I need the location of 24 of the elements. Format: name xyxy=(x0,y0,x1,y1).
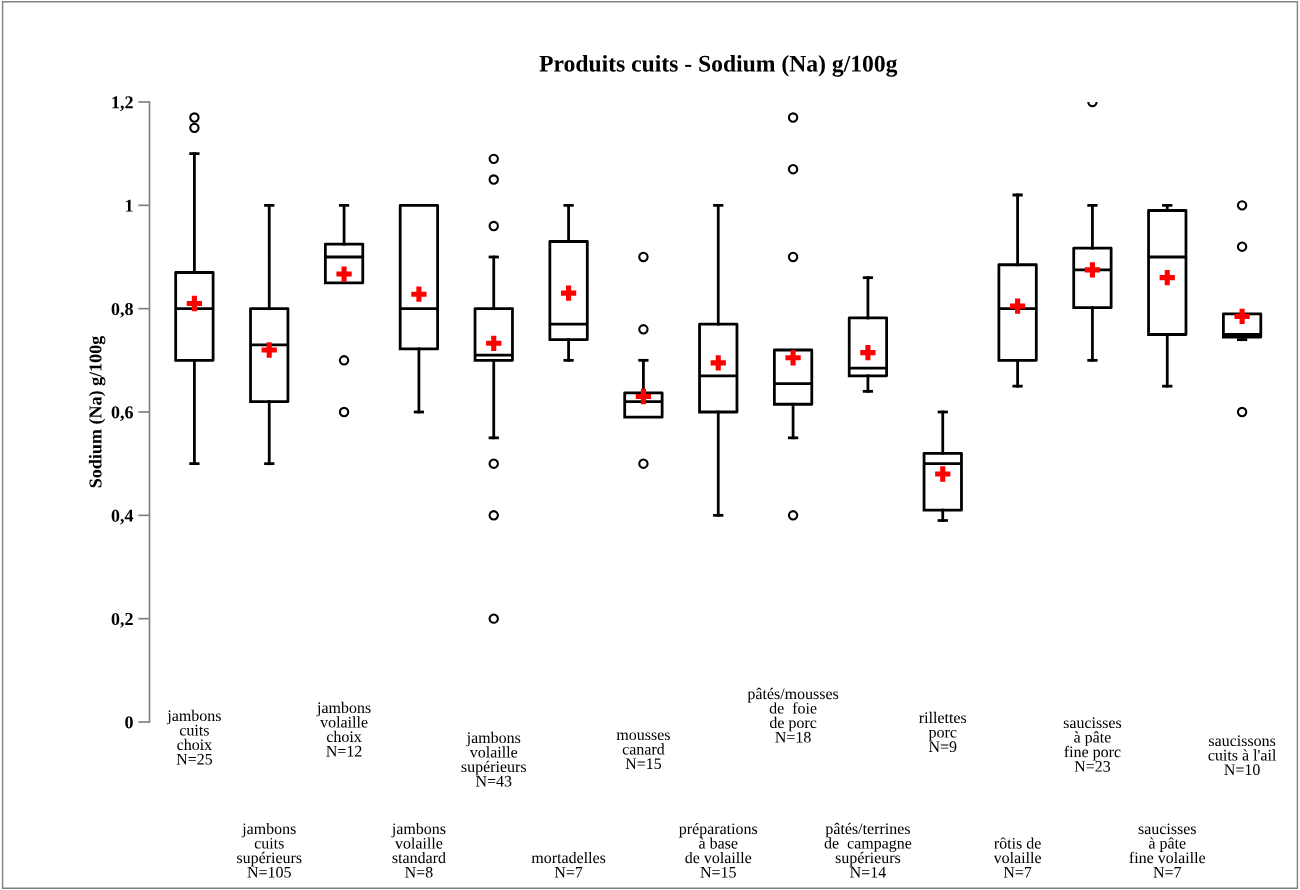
x-tick-label: jambons volaille choix N=12 xyxy=(316,701,371,757)
x-tick-label: saucisses à pâte fine volaille N=7 xyxy=(1129,823,1206,878)
chart-title: Produits cuits - Sodium (Na) g/100g xyxy=(539,55,898,77)
y-tick-label: 0,6 xyxy=(111,406,133,422)
x-tick-label: jambons cuits choix N=25 xyxy=(166,709,221,765)
x-tick-label: saucisses à pâte fine porc N=23 xyxy=(1063,717,1122,772)
x-tick-label: pâtés/mousses de foie de porc N=18 xyxy=(747,687,839,743)
y-tick-label: 0,4 xyxy=(111,509,134,525)
x-tick-label: rillettes porc N=9 xyxy=(919,711,967,753)
y-tick-label: 0,8 xyxy=(111,302,133,318)
x-tick-label: mortadelles N=7 xyxy=(531,851,606,878)
x-tick-label: préparations à base de volaille N=15 xyxy=(679,822,758,878)
x-tick-label: mousses canard N=15 xyxy=(616,732,670,770)
x-tick-label: rôtis de volaille N=7 xyxy=(993,837,1041,878)
x-tick-label: saucissons cuits à l'ail N=10 xyxy=(1208,735,1277,776)
y-axis-title: Sodium (Na) g/100g xyxy=(88,335,106,488)
y-tick-label: 0 xyxy=(125,716,133,729)
x-tick-label: pâtés/terrines de campagne supérieurs N=14 xyxy=(824,822,912,878)
y-tick-label: 1 xyxy=(125,199,133,212)
y-tick-label: 0,2 xyxy=(111,612,133,628)
x-tick-label: jambons volaille standard N=8 xyxy=(391,822,446,878)
y-tick-label: 1,2 xyxy=(112,96,133,112)
x-tick-label: jambons volaille supérieurs N=43 xyxy=(461,731,526,787)
x-tick-label: jambons cuits supérieurs N=105 xyxy=(237,822,302,878)
